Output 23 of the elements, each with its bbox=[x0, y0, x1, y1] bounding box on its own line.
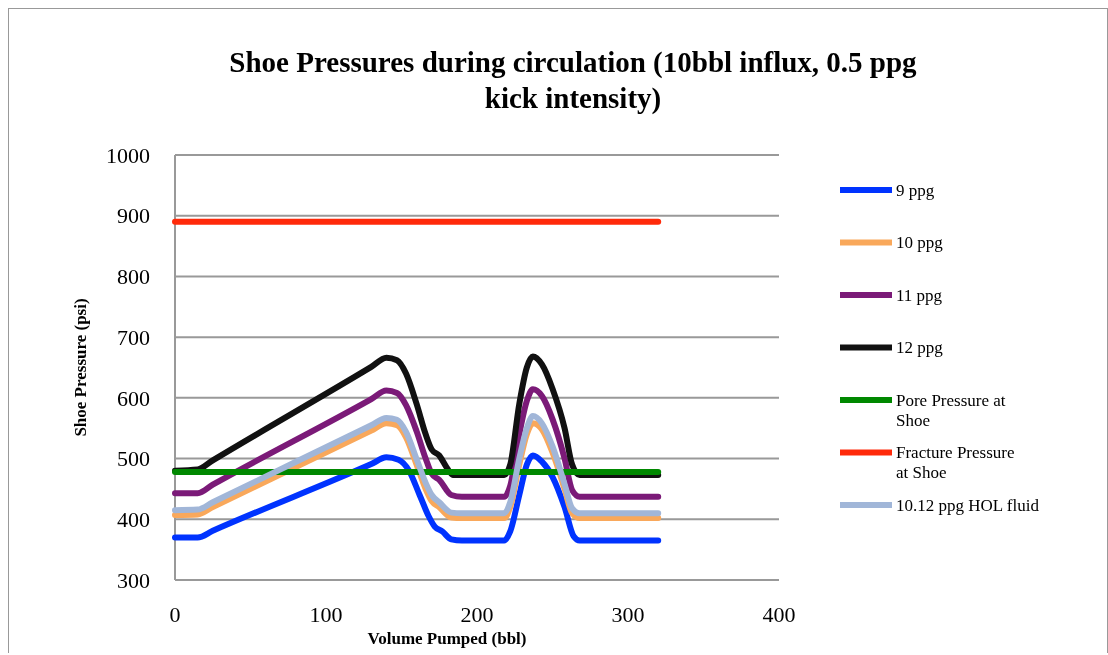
x-tick-label: 300 bbox=[611, 602, 645, 627]
legend-label: 10.12 ppg HOL fluid bbox=[896, 495, 1040, 515]
y-tick-label: 1000 bbox=[106, 142, 150, 168]
x-tick-label: 0 bbox=[169, 602, 181, 627]
y-tick-label: 500 bbox=[117, 446, 150, 472]
y-tick-label: 600 bbox=[117, 385, 150, 411]
x-axis-title: Volume Pumped (bbl) bbox=[367, 629, 527, 648]
legend-label: Pore Pressure at Shoe bbox=[896, 390, 1006, 430]
legend-label: Fracture Pressure at Shoe bbox=[896, 443, 1015, 483]
y-tick-label: 700 bbox=[117, 324, 150, 350]
legend-label: 10 ppg bbox=[896, 233, 944, 253]
y-tick-label: 400 bbox=[117, 506, 150, 532]
x-tick-label: 400 bbox=[762, 602, 796, 627]
legend-label: 9 ppg bbox=[896, 180, 935, 200]
y-tick-label: 800 bbox=[117, 264, 150, 290]
y-tick-label: 300 bbox=[117, 567, 150, 593]
legend-label: 12 ppg bbox=[896, 338, 944, 358]
x-tick-label: 100 bbox=[309, 602, 343, 627]
y-tick-label: 900 bbox=[117, 203, 150, 229]
chart-title: Shoe Pressures during circulation (10bbl influx, 0.5 ppg kick intensity) bbox=[229, 46, 918, 115]
x-tick-label: 200 bbox=[460, 602, 494, 627]
legend-label: 11 ppg bbox=[896, 285, 943, 305]
y-axis-title: Shoe Pressure (psi) bbox=[71, 298, 90, 437]
